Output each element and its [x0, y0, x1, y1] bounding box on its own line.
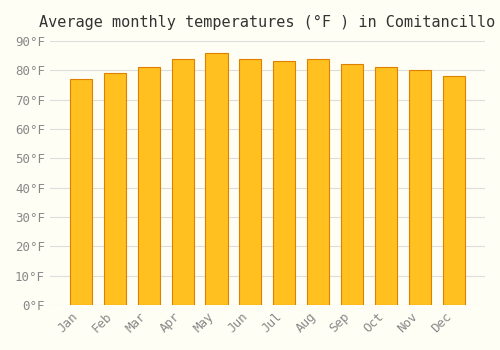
Bar [172, 58, 194, 305]
Bar [138, 67, 160, 305]
Bar [342, 64, 363, 305]
Bar [70, 79, 92, 305]
Bar [443, 76, 465, 305]
Bar [240, 58, 262, 305]
Bar [274, 62, 295, 305]
Bar [409, 70, 432, 305]
Bar [104, 73, 126, 305]
Bar [375, 67, 398, 305]
Bar [206, 52, 228, 305]
Bar [308, 58, 330, 305]
Title: Average monthly temperatures (°F ) in Comitancillo: Average monthly temperatures (°F ) in Co… [40, 15, 496, 30]
